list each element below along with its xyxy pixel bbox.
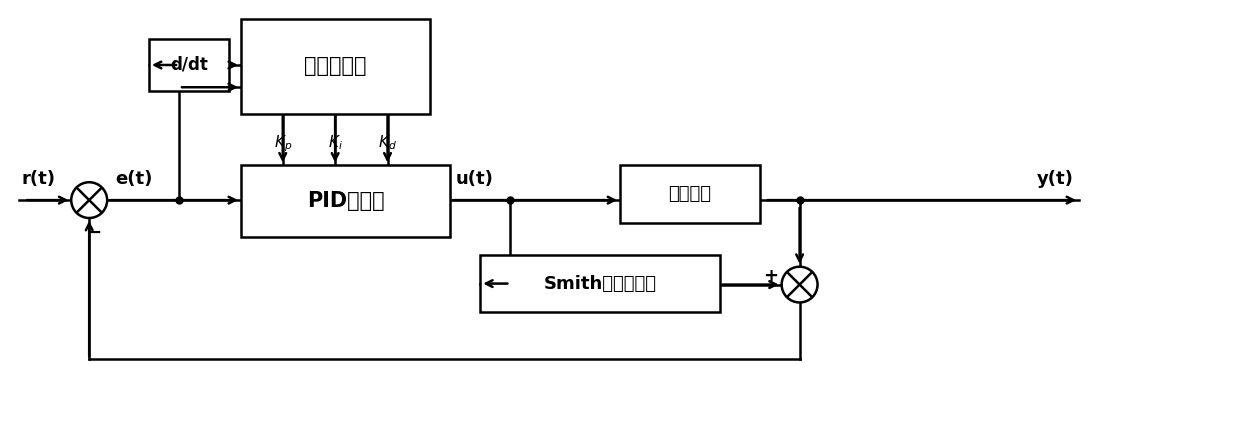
Text: y(t): y(t) (1037, 170, 1074, 188)
Bar (241, 19, 430, 114)
Text: e(t): e(t) (115, 170, 153, 188)
Circle shape (781, 267, 817, 302)
Bar (620, 165, 760, 223)
Text: PID控制器: PID控制器 (306, 191, 384, 211)
Text: −: − (87, 223, 103, 242)
Circle shape (71, 182, 107, 218)
Text: $K_d$: $K_d$ (378, 134, 397, 152)
Bar (241, 165, 450, 237)
Bar (480, 255, 719, 312)
Text: $K_i$: $K_i$ (327, 134, 342, 152)
Bar (149, 39, 229, 91)
Text: r(t): r(t) (21, 170, 56, 188)
Text: u(t): u(t) (455, 170, 494, 188)
Text: 控制对象: 控制对象 (668, 185, 712, 203)
Text: $K_p$: $K_p$ (274, 134, 291, 154)
Text: 模糊控制器: 模糊控制器 (304, 56, 367, 76)
Text: +: + (763, 267, 777, 284)
Text: d/dt: d/dt (170, 56, 208, 74)
Text: Smith预估补偿器: Smith预估补偿器 (543, 274, 656, 293)
